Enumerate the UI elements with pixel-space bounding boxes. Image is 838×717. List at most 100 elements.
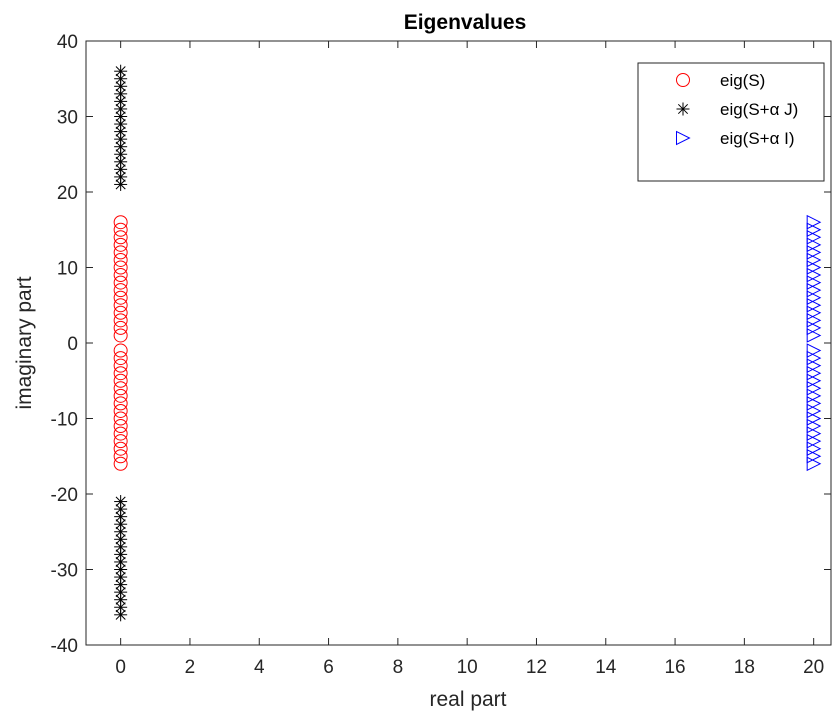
triangle-marker xyxy=(806,373,822,389)
legend-entry: eig(S+α I) xyxy=(676,129,795,148)
series-triangle-right xyxy=(806,214,822,472)
x-tick-label: 14 xyxy=(595,657,617,678)
circle-marker xyxy=(113,441,128,456)
asterisk-marker xyxy=(114,110,128,123)
circle-marker xyxy=(113,275,128,290)
x-tick-label: 2 xyxy=(185,657,196,678)
triangle-marker xyxy=(806,290,822,306)
triangle-marker xyxy=(806,426,822,441)
circle-marker xyxy=(113,426,128,441)
x-tick-label: 6 xyxy=(323,657,334,678)
legend-entry: eig(S+α J) xyxy=(676,100,798,119)
triangle-marker xyxy=(806,411,822,426)
circle-marker xyxy=(113,245,128,260)
triangle-marker xyxy=(806,380,822,396)
triangle-marker xyxy=(806,214,822,230)
circle-marker xyxy=(113,313,128,328)
triangle-marker xyxy=(806,297,822,313)
circle-marker xyxy=(113,449,128,464)
circle-marker xyxy=(113,373,128,388)
y-tick-label: 10 xyxy=(57,259,78,280)
circle-marker xyxy=(113,456,128,471)
asterisk-marker xyxy=(114,600,128,614)
triangle-marker xyxy=(806,343,822,358)
circle-marker xyxy=(113,215,128,230)
triangle-marker xyxy=(806,396,822,411)
circle-marker xyxy=(113,381,128,396)
circle-marker xyxy=(113,252,128,267)
circle-marker xyxy=(113,351,128,366)
circle-marker xyxy=(113,320,128,335)
y-tick-label: 40 xyxy=(57,32,78,53)
triangle-marker xyxy=(806,448,822,464)
circle-marker xyxy=(113,305,128,320)
triangle-marker xyxy=(806,267,822,283)
circle-marker xyxy=(113,343,128,358)
triangle-marker xyxy=(806,403,822,419)
triangle-marker xyxy=(806,456,822,472)
triangle-marker xyxy=(806,237,822,253)
circle-marker xyxy=(113,366,128,381)
series-circle xyxy=(113,215,128,471)
circle-marker xyxy=(113,268,128,283)
triangle-marker xyxy=(806,320,822,336)
x-tick-label: 18 xyxy=(734,657,755,678)
asterisk-marker xyxy=(114,555,128,569)
triangle-marker xyxy=(806,358,822,373)
x-tick-label: 8 xyxy=(393,657,404,678)
x-axis-label: real part xyxy=(429,688,506,711)
asterisk-marker xyxy=(114,117,128,131)
y-tick-label: -30 xyxy=(51,561,78,582)
asterisk-marker xyxy=(114,147,128,161)
circle-marker xyxy=(113,290,128,305)
triangle-marker xyxy=(806,350,822,366)
circle-marker xyxy=(113,260,128,275)
x-tick-label: 0 xyxy=(115,657,126,678)
asterisk-marker xyxy=(114,162,128,176)
triangle-marker xyxy=(806,433,822,449)
y-tick-label: 0 xyxy=(67,334,78,355)
x-tick-label: 12 xyxy=(526,657,547,678)
y-axis-label: imaginary part xyxy=(13,276,36,409)
circle-marker xyxy=(113,419,128,434)
chart-title: Eigenvalues xyxy=(404,11,527,34)
asterisk-marker xyxy=(114,495,128,509)
x-tick-label: 4 xyxy=(254,657,265,678)
circle-marker xyxy=(113,411,128,426)
data-markers xyxy=(113,64,822,622)
triangle-marker xyxy=(806,260,822,275)
triangle-marker xyxy=(806,245,822,260)
triangle-marker xyxy=(806,252,822,268)
triangle-marker xyxy=(806,365,822,381)
circle-marker xyxy=(113,230,128,245)
triangle-marker xyxy=(806,229,822,245)
circle-marker xyxy=(113,328,128,343)
circle-marker xyxy=(113,298,128,313)
circle-marker xyxy=(113,358,128,373)
triangle-marker xyxy=(806,418,822,434)
asterisk-marker xyxy=(114,140,128,154)
triangle-marker xyxy=(806,282,822,298)
asterisk-marker xyxy=(114,525,128,539)
triangle-marker xyxy=(806,305,822,321)
x-tick-label: 10 xyxy=(457,657,478,678)
triangle-marker xyxy=(806,275,822,290)
asterisk-marker xyxy=(114,608,128,622)
triangle-marker xyxy=(806,313,822,328)
legend: eig(S) eig(S+α J) eig(S+α I) xyxy=(637,62,825,182)
triangle-marker xyxy=(806,441,822,457)
circle-marker xyxy=(676,73,690,87)
asterisk-marker xyxy=(676,102,690,116)
x-tick-label: 20 xyxy=(803,657,824,678)
circle-marker xyxy=(113,283,128,298)
y-tick-label: 20 xyxy=(57,183,78,204)
circle-marker xyxy=(113,434,128,449)
y-tick-label: -20 xyxy=(51,485,78,506)
x-tick-label: 16 xyxy=(664,657,685,678)
circle-marker xyxy=(113,237,128,252)
legend-entry-label: eig(S) xyxy=(720,71,765,90)
triangle-marker xyxy=(806,328,822,343)
legend-entry-label: eig(S+α I) xyxy=(720,129,795,148)
legend-entry: eig(S) xyxy=(676,71,765,90)
